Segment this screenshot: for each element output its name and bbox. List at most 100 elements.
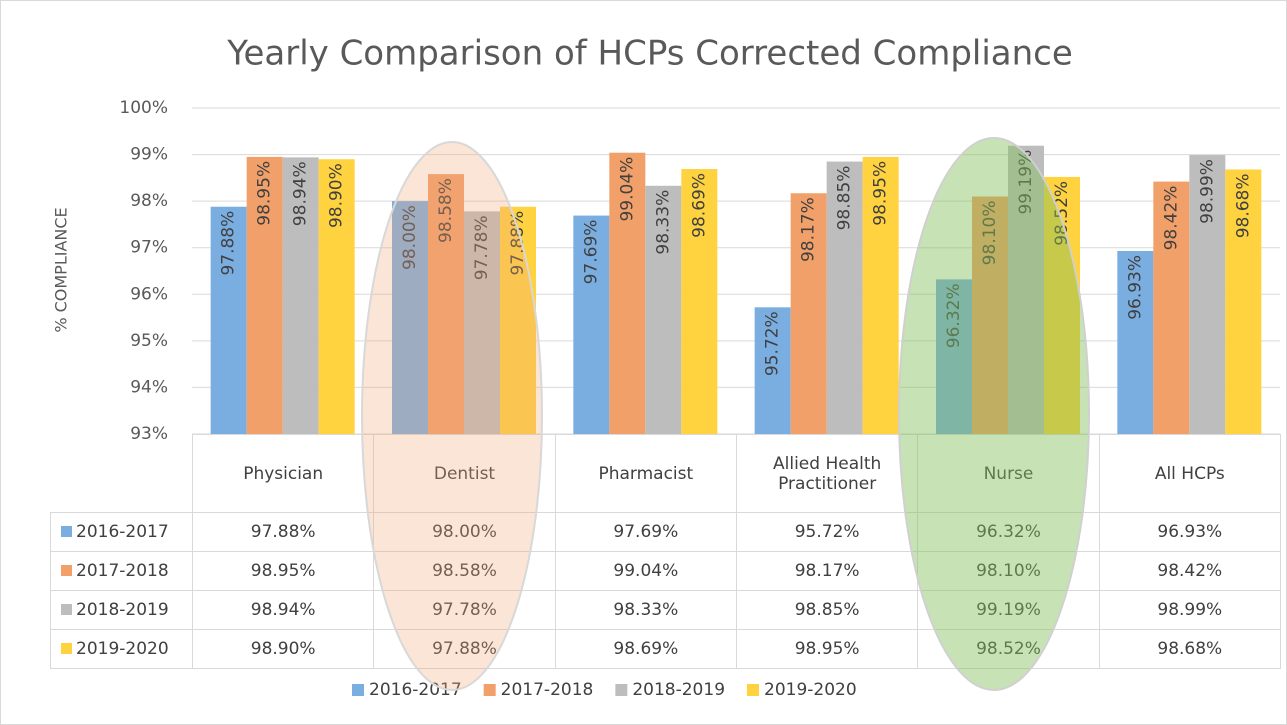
row-header-label: 2017-2018	[76, 561, 169, 581]
y-tick-label: 99%	[130, 145, 168, 165]
table-row: 2016-2017 97.88% 98.00% 97.69% 95.72% 96.32% 9…	[50, 512, 1281, 552]
legend-label: 2017-2018	[501, 680, 594, 700]
y-tick-label: 98%	[130, 191, 168, 211]
row-header-label: 2016-2017	[76, 522, 169, 542]
bar-value-label: 98.95%	[871, 161, 891, 226]
table-cell: 98.17%	[735, 551, 919, 591]
bar-value-label: 97.78%	[472, 215, 492, 280]
y-tick-label: 95%	[130, 331, 168, 351]
bar	[826, 161, 863, 435]
y-tick-label: 97%	[130, 238, 168, 258]
legend-key	[61, 643, 72, 654]
category-label: All HCPs	[1098, 434, 1281, 513]
bar	[1189, 155, 1226, 434]
category-label: Pharmacist	[554, 434, 737, 513]
table-cell: 98.10%	[917, 551, 1100, 591]
bar-value-label: 98.69%	[689, 173, 709, 238]
category-label: Nurse	[917, 434, 1100, 513]
table-cell: 99.04%	[554, 551, 737, 591]
bar-value-label: 97.88%	[219, 211, 239, 276]
legend-swatch	[747, 684, 760, 696]
table-cell: 97.88%	[373, 629, 556, 669]
bar-value-label: 98.33%	[653, 190, 673, 255]
table-cell: 98.68%	[1098, 629, 1281, 669]
table-cell: 98.85%	[735, 590, 919, 630]
bar-value-label: 96.93%	[1125, 255, 1145, 320]
table-cell: 98.95%	[191, 551, 375, 591]
table-cell: 96.93%	[1098, 512, 1281, 552]
bar	[282, 157, 319, 434]
bar	[790, 193, 827, 434]
bar	[1117, 250, 1154, 434]
table-header-row: Physician Dentist Pharmacist Allied Health …	[50, 434, 1281, 513]
bar-value-label: 99.19%	[1016, 150, 1036, 215]
table-cell: 97.78%	[373, 590, 556, 630]
table-cell: 98.94%	[191, 590, 375, 630]
table-cell: 98.42%	[1098, 551, 1281, 591]
legend-swatch	[615, 684, 628, 696]
table-cell: 98.52%	[917, 629, 1100, 669]
bar-value-label: 98.99%	[1197, 159, 1217, 224]
bar-value-label: 97.88%	[508, 211, 528, 276]
legend-label: 2019-2020	[764, 680, 857, 700]
table-cell: 95.72%	[735, 512, 919, 552]
table-cell: 98.99%	[1098, 590, 1281, 630]
bar	[318, 159, 355, 434]
bar-value-label: 98.90%	[327, 163, 347, 228]
table-corner	[50, 434, 193, 513]
bar	[210, 206, 247, 434]
bar	[681, 169, 718, 434]
bar	[246, 156, 283, 434]
bar	[1153, 181, 1190, 434]
legend-label: 2018-2019	[632, 680, 725, 700]
chart-title: Yearly Comparison of HCPs Corrected Comp…	[226, 34, 1073, 74]
table-cell: 97.69%	[554, 512, 737, 552]
y-tick-label: 100%	[119, 98, 168, 118]
bar-value-label: 98.10%	[980, 200, 1000, 265]
bar	[645, 185, 682, 434]
bar-value-label: 98.58%	[436, 178, 456, 243]
table-row: 2019-2020 98.90% 97.88% 98.69% 98.95% 98.52% 9…	[50, 629, 1281, 669]
category-label: Physician	[191, 434, 375, 513]
y-axis-label: % COMPLIANCE	[52, 207, 71, 332]
legend-key	[61, 565, 72, 576]
legend-swatch	[352, 684, 364, 696]
category-label: Dentist	[373, 434, 556, 513]
bar	[1225, 169, 1262, 434]
table-cell: 98.95%	[735, 629, 919, 669]
table-cell: 98.00%	[373, 512, 556, 552]
data-table: Physician Dentist Pharmacist Allied Health …	[50, 434, 1281, 669]
bar-value-label: 97.69%	[581, 220, 601, 285]
legend-label: 2016-2017	[369, 680, 462, 700]
bar	[609, 152, 646, 435]
bar-value-label: 98.00%	[400, 205, 420, 270]
table-cell: 99.19%	[917, 590, 1100, 630]
table-cell: 98.58%	[373, 551, 556, 591]
y-tick-label: 96%	[130, 284, 168, 304]
table-cell: 96.32%	[917, 512, 1100, 552]
row-header: 2016-2017	[50, 512, 193, 552]
bar	[862, 156, 899, 434]
bar-value-label: 98.95%	[255, 161, 275, 226]
y-tick-label: 94%	[130, 377, 168, 397]
row-header: 2019-2020	[50, 629, 193, 669]
table-cell: 97.88%	[191, 512, 375, 552]
legend-key	[61, 526, 72, 537]
bar-value-label: 99.04%	[617, 157, 637, 222]
table-cell: 98.69%	[554, 629, 737, 669]
table-cell: 98.33%	[554, 590, 737, 630]
legend-key	[61, 604, 72, 615]
bar	[573, 215, 610, 434]
bar-value-label: 98.68%	[1233, 173, 1253, 238]
legend-swatch	[483, 684, 496, 696]
row-header: 2018-2019	[50, 590, 193, 630]
bar-value-label: 98.52%	[1052, 181, 1072, 246]
row-header-label: 2019-2020	[76, 639, 169, 659]
bar-value-label: 96.32%	[944, 283, 964, 348]
bar-value-label: 95.72%	[763, 311, 783, 376]
table-cell: 98.90%	[191, 629, 375, 669]
category-label: Allied Health Practitioner	[735, 434, 919, 513]
bar-value-label: 98.85%	[835, 166, 855, 231]
bar	[754, 307, 791, 434]
